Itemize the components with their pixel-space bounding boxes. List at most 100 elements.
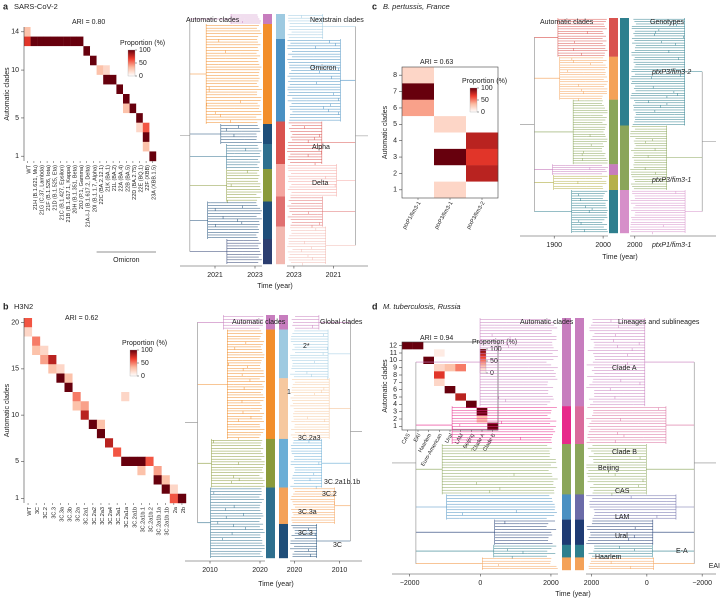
tree-branch (493, 544, 557, 559)
heatmap-cell (48, 456, 57, 467)
x-axis-label: Time (year) (602, 254, 638, 261)
heatmap-cell (402, 356, 413, 365)
heatmap-cell (96, 382, 106, 393)
clade-label: 3C.3 (298, 530, 313, 537)
heatmap-cell (57, 46, 64, 56)
heatmap-cell (149, 94, 157, 104)
heatmap-cell (149, 113, 157, 123)
heatmap-cell (24, 392, 33, 402)
clade-strip (562, 544, 571, 558)
heatmap-cell (402, 364, 413, 372)
heatmap-cell (50, 132, 58, 143)
heatmap-cell (24, 410, 33, 420)
heatmap-cell (76, 84, 84, 95)
heatmap-cell (24, 484, 33, 494)
heatmap-cell (142, 84, 150, 95)
heatmap-cell (96, 132, 104, 143)
heatmap-cell (103, 36, 110, 47)
heatmap-cell (466, 148, 499, 166)
heatmap-cell (96, 364, 106, 374)
heatmap-cell (56, 327, 65, 337)
heatmap-cell (444, 371, 456, 379)
heatmap-cell (96, 318, 106, 328)
heatmap-cell (123, 141, 130, 152)
heatmap-cell (116, 84, 124, 95)
heatmap-cell (72, 327, 81, 337)
heatmap-cell (113, 447, 122, 457)
heatmap-cell (64, 318, 73, 328)
heatmap-cell (72, 484, 81, 494)
heatmap-cell (113, 466, 122, 476)
tree-branch (230, 14, 261, 24)
heatmap-cell (121, 318, 130, 328)
heatmap-cell (64, 493, 73, 504)
heatmap-cell (466, 386, 477, 394)
heatmap-cell (466, 378, 477, 387)
heatmap-cell (153, 466, 162, 476)
clade-strip (279, 378, 288, 440)
y-tick-label: 11 (390, 350, 397, 357)
heatmap-cell (434, 99, 467, 117)
x-tick-label: 3C.2a1b (132, 507, 138, 528)
heatmap-cell (109, 113, 117, 123)
heatmap-cell (83, 94, 91, 104)
tree-backbone (693, 362, 716, 564)
heatmap-cell (105, 475, 114, 485)
heatmap-cell (50, 94, 58, 104)
heatmap-cell (434, 342, 445, 350)
heatmap-cell (129, 103, 137, 114)
heatmap-cell (129, 132, 137, 143)
heatmap-cell (72, 373, 81, 383)
heatmap-cell (88, 493, 98, 504)
heatmap-cell (455, 371, 467, 379)
y-tick-label: 3 (393, 154, 397, 161)
heatmap-cell (434, 378, 445, 387)
heatmap-cell (24, 46, 31, 56)
heatmap-cell (64, 373, 73, 383)
heatmap-cell (137, 429, 146, 439)
heatmap-cell (96, 36, 104, 47)
heatmap-cell (48, 447, 57, 457)
clade-strip (620, 190, 629, 234)
tree-branch (451, 406, 557, 444)
heatmap-cell (455, 356, 467, 365)
clade-label: EAI (709, 563, 720, 570)
y-tick-label: 12 (389, 343, 397, 350)
heatmap-cell (129, 382, 138, 393)
heatmap-cell (63, 74, 71, 85)
heatmap-cell (72, 364, 81, 374)
heatmap-cell (90, 36, 97, 47)
heatmap-cell (48, 475, 57, 485)
heatmap-cell (153, 364, 162, 374)
heatmap-cell (43, 36, 51, 47)
clade-label: 3C (333, 542, 342, 549)
heatmap-cell (434, 67, 467, 84)
heatmap-cell (90, 122, 97, 133)
x-tick-label: 2000 (595, 242, 611, 249)
heatmap-cell (149, 103, 157, 114)
clade-strip (263, 14, 272, 25)
heatmap-cell (96, 141, 104, 152)
heatmap-cell (402, 378, 413, 387)
heatmap-cell (161, 447, 170, 457)
heatmap-cell (76, 113, 84, 123)
heatmap-cell (80, 382, 89, 393)
tree-branch (226, 169, 262, 203)
heatmap-cell (444, 386, 456, 394)
clade-strip (562, 406, 571, 445)
heatmap-cell (96, 410, 106, 420)
heatmap-cell (32, 493, 41, 504)
tree-branch (559, 56, 608, 101)
clade-strip (562, 444, 571, 495)
tree-title: Automatic clades (520, 319, 574, 326)
heatmap-cell (169, 447, 179, 457)
x-tick-label: 21A-I-J (B.1.617.2, Delta) (86, 165, 92, 228)
heatmap-cell (153, 475, 162, 485)
heatmap-cell (30, 94, 38, 104)
heatmap-cell (145, 475, 154, 485)
tree-branch (223, 315, 264, 330)
y-tick-label: 10 (11, 67, 19, 74)
heatmap-cell (32, 373, 41, 383)
x-tick-label: 21H (B.1.621, Mu) (33, 165, 39, 210)
tree-backbone (355, 26, 368, 246)
